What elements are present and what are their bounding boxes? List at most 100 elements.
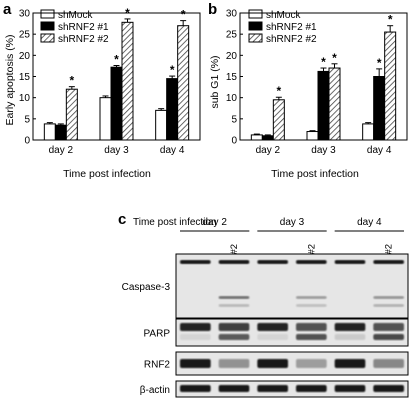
y-tick-label-b-1: 5	[231, 114, 237, 125]
band-1-0-0	[180, 323, 211, 331]
blot-row-label-2: RNF2	[144, 360, 171, 371]
x-tick-label-a-2: day 4	[160, 145, 185, 156]
bar-a-2-1	[121, 21, 134, 141]
blot-strip-0	[175, 253, 409, 319]
legend-label-b-1: shRNF2 #1	[266, 22, 317, 33]
significance-star-a-1-2: *	[170, 63, 175, 77]
legend-a: shMock shRNF2 #1 shRNF2 #2	[40, 9, 109, 45]
legend-label-b-0: shMock	[266, 10, 301, 21]
significance-star-b-1-2: *	[377, 56, 382, 70]
bar-a-0-2	[155, 109, 168, 141]
band-1-0-4	[334, 323, 366, 331]
y-axis-title-b: sub G1 (%)	[209, 55, 221, 108]
chart-a: Early apoptosis (%) Time post infection …	[4, 6, 201, 180]
band-2-0-5	[373, 359, 404, 368]
blot-strip-3	[175, 380, 409, 398]
band-0-0-5	[373, 260, 404, 264]
band-0-2-3	[296, 304, 327, 307]
panel-letter-a: a	[3, 1, 12, 18]
y-tick-label-a-0: 0	[24, 136, 30, 147]
legend-label-a-2: shRNF2 #2	[58, 34, 109, 45]
bar-a-2-2	[177, 25, 190, 141]
band-3-0-0	[180, 385, 211, 392]
bar-b-2-1	[328, 67, 341, 141]
y-tick-label-a-3: 15	[19, 72, 31, 83]
legend-swatch-a-0	[40, 9, 55, 19]
band-1-1-3	[296, 334, 327, 340]
band-0-0-4	[334, 260, 366, 264]
y-axis-title-a: Early apoptosis (%)	[4, 34, 16, 125]
y-tick-label-b-5: 25	[226, 30, 238, 41]
x-tick-label-b-1: day 3	[311, 145, 336, 156]
band-1-0-3	[296, 323, 327, 331]
significance-star-a-2-2: *	[181, 8, 186, 22]
x-axis-title-b: Time post infection	[271, 168, 359, 180]
bar-b-1-0	[261, 135, 274, 141]
band-2-0-4	[334, 359, 366, 368]
bar-a-1-0	[54, 124, 67, 141]
significance-star-a-2-0: *	[69, 74, 74, 88]
blot-row-1: PARP	[144, 318, 409, 347]
significance-star-b-2-0: *	[276, 84, 281, 98]
bar-a-0-1	[99, 97, 112, 141]
band-0-2-1	[218, 304, 250, 307]
band-3-0-3	[296, 385, 327, 392]
significance-star-a-1-1: *	[114, 52, 119, 66]
chart-b: sub G1 (%) Time post infection shMock sh…	[209, 9, 408, 180]
band-1-1-1	[218, 334, 250, 340]
band-0-0-2	[257, 260, 288, 264]
blot-rows: Caspase-3 PARP RNF2 β-actin	[122, 253, 409, 398]
blot-header: Time post infection	[133, 217, 217, 228]
band-3-0-4	[334, 385, 366, 392]
band-3-0-2	[257, 385, 288, 392]
y-tick-label-a-5: 25	[19, 30, 31, 41]
significance-star-b-1-1: *	[321, 55, 326, 69]
bar-b-1-2	[373, 76, 386, 141]
y-tick-label-b-6: 30	[226, 9, 238, 20]
bar-b-1-1	[317, 70, 330, 141]
blot-row-2: RNF2	[144, 351, 409, 376]
blot-row-0: Caspase-3	[122, 253, 409, 319]
band-2-0-2	[257, 359, 288, 368]
blot-row-label-0: Caspase-3	[122, 282, 171, 293]
blot-day-label-1: day 3	[280, 217, 305, 228]
legend-label-a-0: shMock	[58, 10, 93, 21]
y-tick-label-b-3: 15	[226, 72, 238, 83]
band-1-1-4	[334, 334, 366, 340]
legend-label-b-2: shRNF2 #2	[266, 34, 317, 45]
y-tick-label-a-1: 5	[24, 114, 30, 125]
legend-swatch-b-1	[248, 21, 263, 31]
band-0-0-0	[180, 260, 211, 264]
panel-letter-b: b	[208, 1, 217, 18]
band-0-0-1	[218, 260, 250, 264]
legend-b: shMock shRNF2 #1 shRNF2 #2	[248, 9, 317, 45]
bar-a-2-0	[65, 88, 78, 141]
band-1-1-2	[257, 334, 288, 340]
blot-row-3: β-actin	[140, 380, 409, 398]
legend-label-a-1: shRNF2 #1	[58, 22, 109, 33]
y-tick-label-b-0: 0	[231, 136, 237, 147]
x-tick-label-a-1: day 3	[104, 145, 129, 156]
legend-swatch-b-2	[248, 33, 263, 43]
y-tick-label-b-4: 20	[226, 51, 238, 62]
band-3-0-5	[373, 385, 404, 392]
band-0-1-5	[373, 296, 404, 299]
significance-star-b-2-2: *	[388, 13, 393, 27]
bar-b-2-2	[384, 31, 397, 141]
panel-letter-c: c	[118, 211, 126, 228]
blot-day-label-0: day 2	[202, 217, 227, 228]
bar-a-1-1	[110, 66, 123, 141]
significance-star-b-2-1: *	[332, 51, 337, 65]
y-tick-label-a-4: 20	[19, 51, 31, 62]
bar-a-0-0	[43, 123, 56, 141]
blot-strip-2	[175, 351, 409, 376]
band-1-1-5	[373, 334, 404, 340]
band-0-0-3	[296, 260, 327, 264]
x-tick-label-b-2: day 4	[367, 145, 392, 156]
x-tick-label-a-0: day 2	[49, 145, 74, 156]
band-2-0-1	[218, 359, 250, 368]
blot-row-label-1: PARP	[144, 329, 171, 340]
